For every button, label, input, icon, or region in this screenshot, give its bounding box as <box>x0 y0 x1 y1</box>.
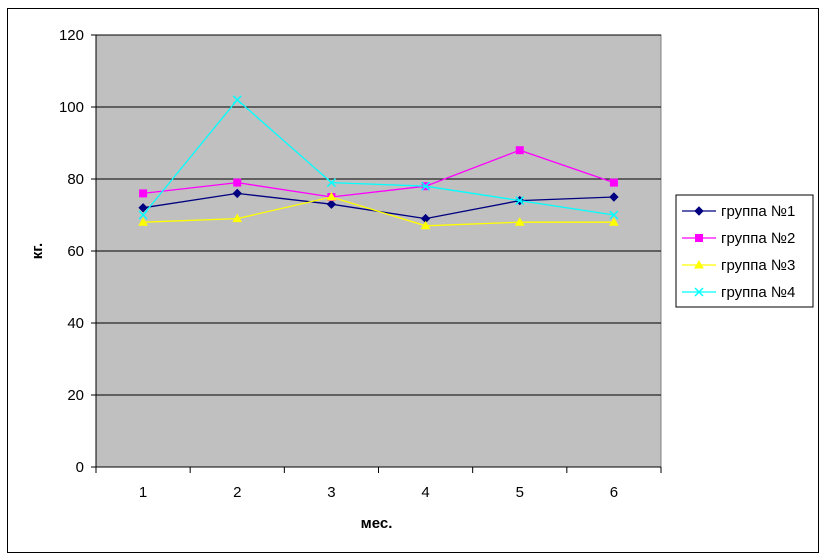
marker-x-stroke <box>326 178 336 188</box>
data-point <box>232 188 242 199</box>
legend-item: группа №4 <box>682 284 795 301</box>
legend: группа №1 группа №2 группа №3 группа №4 <box>675 194 814 308</box>
data-point <box>139 189 148 198</box>
data-point <box>326 199 337 209</box>
data-point <box>609 210 619 220</box>
series-line <box>142 98 615 216</box>
legend-label: группа №1 <box>721 203 795 220</box>
marker-x-stroke <box>694 287 704 297</box>
marker-x-stroke <box>421 181 431 191</box>
data-point <box>609 192 619 202</box>
x-axis-title: мес. <box>361 515 393 532</box>
legend-label: группа №4 <box>721 284 795 301</box>
legend-marker <box>695 234 703 242</box>
legend-marker <box>694 287 704 297</box>
gridlines <box>96 34 661 396</box>
series-3 <box>138 191 619 230</box>
y-tick-label: 20 <box>67 387 84 404</box>
legend-item: группа №3 <box>682 257 795 274</box>
data-point <box>326 178 336 188</box>
legend-label: группа №2 <box>721 230 795 247</box>
series-line <box>143 196 614 227</box>
y-tick-label: 0 <box>76 459 84 476</box>
data-point <box>138 203 148 213</box>
series-layer <box>138 95 619 230</box>
data-point <box>420 220 431 230</box>
series-line <box>143 149 615 198</box>
marker-x-stroke <box>515 196 525 206</box>
y-tick-label: 100 <box>59 99 84 116</box>
data-point <box>232 213 243 223</box>
x-tick-label: 2 <box>233 484 241 501</box>
data-point <box>232 95 242 105</box>
marker-x-stroke <box>232 95 242 105</box>
x-tick-label: 5 <box>516 484 524 501</box>
legend-label: группа №3 <box>721 257 795 274</box>
data-point <box>138 217 148 226</box>
y-tick-label: 60 <box>67 243 84 260</box>
data-point <box>421 181 431 191</box>
legend-marker <box>694 206 704 216</box>
data-point <box>609 217 619 226</box>
y-tick-label: 80 <box>67 171 84 188</box>
legend-marker <box>694 259 704 269</box>
x-tick-label: 4 <box>421 484 429 501</box>
y-tick-label: 120 <box>59 27 84 44</box>
data-point <box>326 191 337 201</box>
x-tick-label: 6 <box>610 484 618 501</box>
data-point <box>233 178 242 187</box>
legend-item: группа №1 <box>682 203 795 220</box>
marker-x-stroke <box>138 210 148 220</box>
data-point <box>609 178 618 187</box>
x-tick-label: 1 <box>139 484 147 501</box>
data-point <box>515 146 524 155</box>
x-tick-label: 3 <box>327 484 335 501</box>
data-point <box>138 210 148 220</box>
y-tick-label: 40 <box>67 315 84 332</box>
y-axis-title: кг. <box>29 243 46 259</box>
axes: 0 20 40 60 80 100 120 1 2 3 4 5 6 <box>59 27 662 501</box>
legend-item: группа №2 <box>682 230 795 247</box>
data-point <box>515 196 525 206</box>
data-point <box>514 217 525 226</box>
series-4 <box>138 95 619 220</box>
marker-x-stroke <box>609 210 619 220</box>
